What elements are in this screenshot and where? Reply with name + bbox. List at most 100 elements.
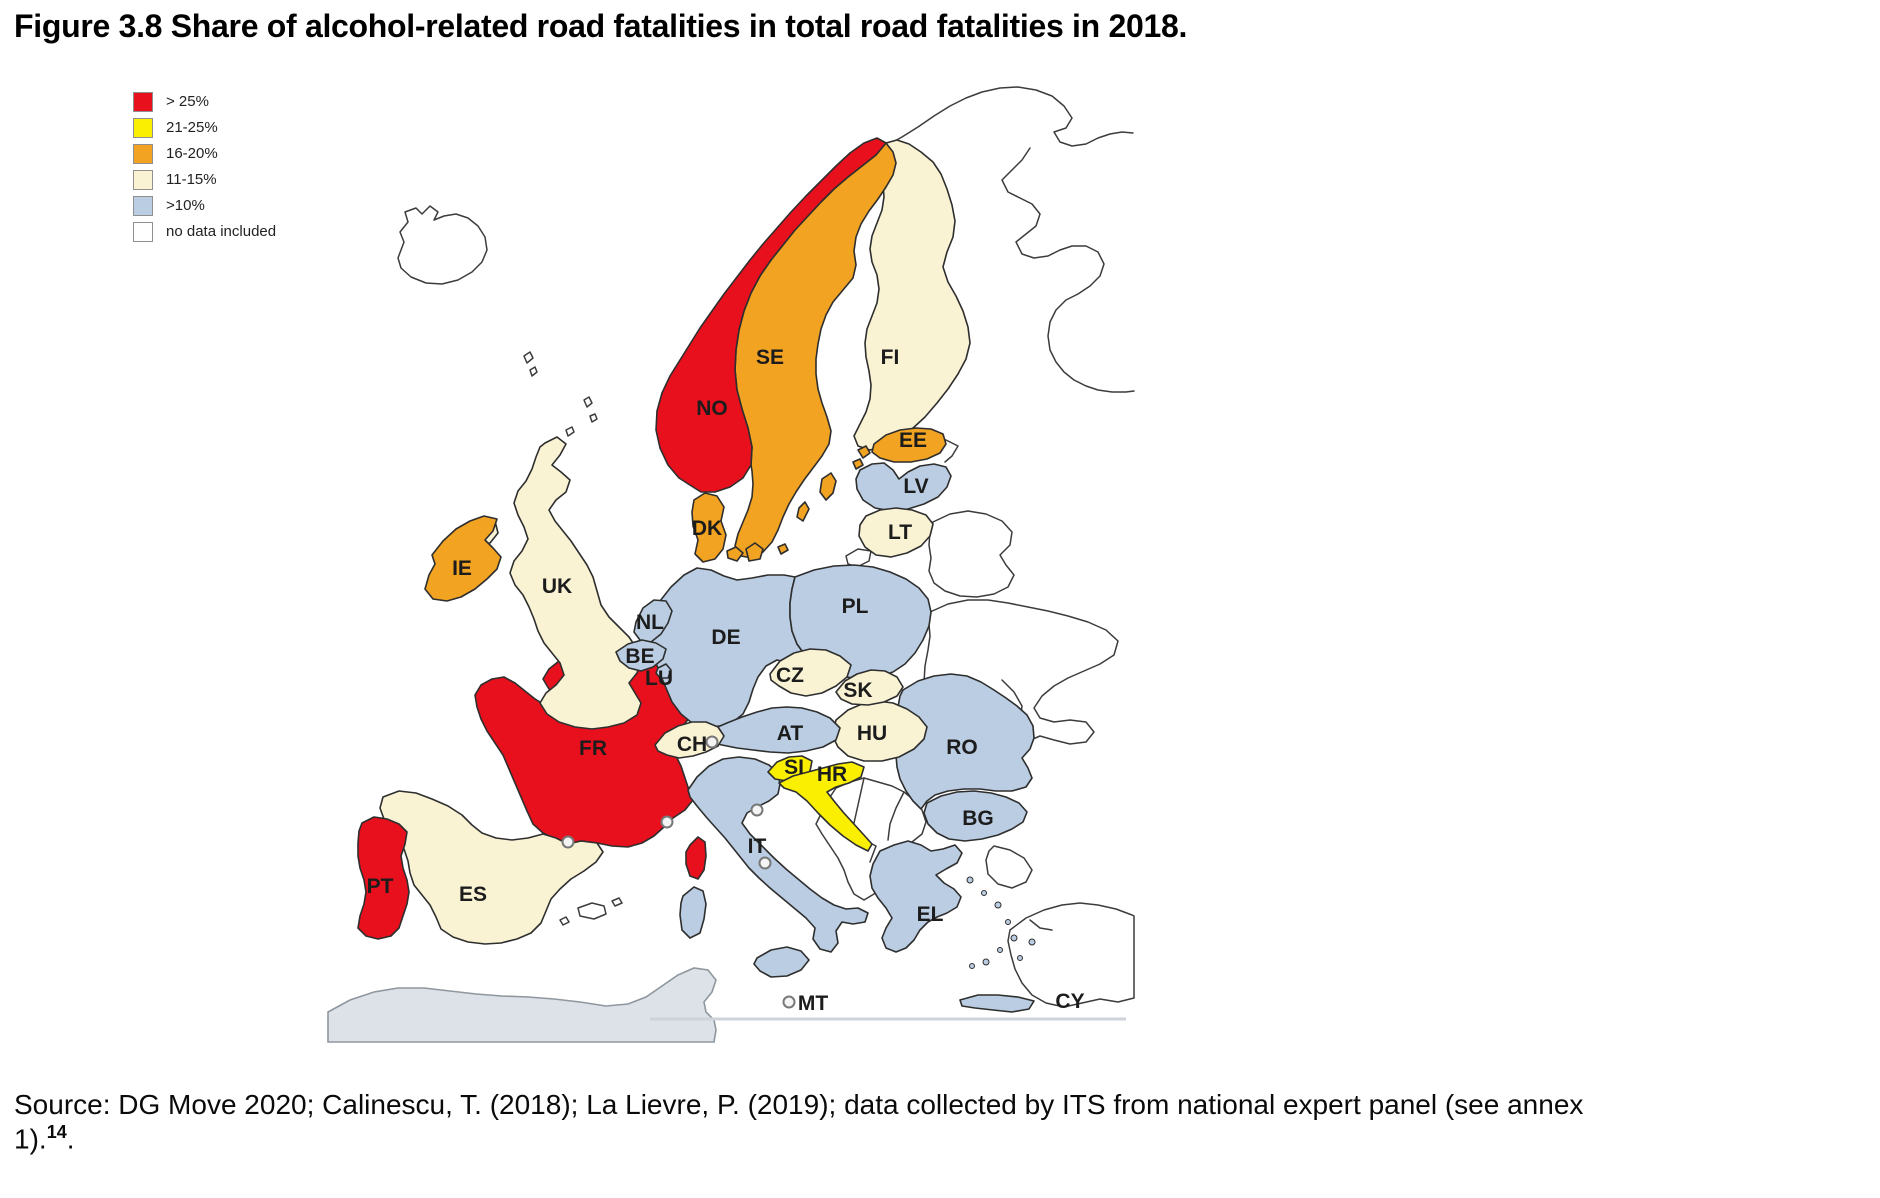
nodata-region-faroe-islands [523,351,538,377]
country-label-HR: HR [817,763,847,786]
aegean-island-9 [969,963,975,969]
aegean-island-1 [981,890,987,896]
barents-coastline [885,86,1134,147]
country-label-PL: PL [842,595,869,618]
country-CH [654,721,725,759]
country-BG [923,790,1028,842]
country-label-NO: NO [696,397,728,420]
san-marino-marker [750,803,764,817]
aegean-island-5 [997,947,1003,953]
legend-swatch-y21_25 [133,118,153,138]
nodata-region-thrace [985,845,1033,889]
nodata-region-iceland [397,205,488,285]
malta-marker [782,995,796,1009]
source-suffix: . [66,1123,75,1155]
country-label-MT: MT [798,992,828,1015]
legend-label-o16_20: 16-20% [166,145,218,162]
country-NO [655,137,887,493]
country-CZ [769,648,852,697]
country-label-HU: HU [857,722,887,745]
figure-title: Figure 3.8 Share of alcohol-related road… [14,8,1188,44]
legend-item-no_data: no data included [133,222,276,242]
aegean-island-2 [994,901,1002,909]
country-LU [655,663,672,679]
nodata-region-belarus [928,510,1015,598]
legend-label-y21_25: 21-25% [166,119,218,136]
country-label-BE: BE [625,645,654,668]
nodata-region-turkey [1007,902,1135,1008]
aegean-island-3 [1005,919,1011,925]
source-text: Source: DG Move 2020; Calinescu, T. (201… [14,1089,1584,1155]
country-EE [871,427,947,463]
country-label-UK: UK [542,575,572,598]
country-label-LU: LU [645,667,673,690]
country-label-AT: AT [777,722,804,745]
aegean-island-4 [1010,934,1018,942]
aegean-island-6 [982,958,990,966]
country-ES [379,790,604,945]
country-UK [509,436,642,730]
country-SE-part1 [819,472,837,501]
country-SE-part2 [796,501,810,522]
country-HR [778,761,873,852]
country-IT-part1 [753,946,810,978]
country-LT [858,507,934,558]
country-label-IT: IT [748,835,767,858]
country-label-CY: CY [1055,990,1084,1013]
legend-label-no_data: no data included [166,223,277,240]
country-label-LT: LT [888,521,912,544]
country-label-SK: SK [843,679,872,702]
country-label-CH: CH [677,733,707,756]
country-FR-part1 [685,836,707,880]
legend-item-b_lt10: >10% [133,196,276,216]
country-AT [699,706,841,754]
legend-swatch-o16_20 [133,144,153,164]
country-EE-part1 [857,445,871,459]
country-label-EE: EE [899,429,927,452]
country-EL-part1 [959,994,1035,1013]
legend-label-b_lt10: >10% [166,197,205,214]
nodata-region-shetland-orkney [565,396,598,437]
country-EL [869,840,963,953]
country-BE [615,639,667,672]
vatican-marker [758,856,772,870]
source-citation: Source: DG Move 2020; Calinescu, T. (201… [14,1088,1594,1157]
legend-item-o16_20: 16-20% [133,144,276,164]
aegean-island-8 [1028,938,1036,946]
country-label-PT: PT [367,875,394,898]
monaco-marker [660,815,674,829]
country-label-NL: NL [636,611,664,634]
legend-label-c11_15: 11-15% [166,171,217,188]
liechtenstein-marker [705,735,719,749]
country-NL [633,599,673,643]
country-label-DK: DK [692,517,722,540]
country-label-ES: ES [459,883,487,906]
country-PT [357,816,410,940]
legend-item-c11_15: 11-15% [133,170,276,190]
country-label-SE: SE [756,346,784,369]
country-SK [835,669,904,706]
legend-item-gt25: > 25% [133,92,276,112]
country-label-BG: BG [962,807,994,830]
north-africa-coast [327,967,717,1043]
country-label-EL: EL [917,903,944,926]
legend-swatch-c11_15 [133,170,153,190]
country-label-RO: RO [946,736,978,759]
white-sea-coastline [1001,147,1135,393]
country-DK-part1 [726,546,744,562]
legend-swatch-gt25 [133,92,153,112]
map-legend: > 25% 21-25% 16-20% 11-15% >10% no data inclu… [133,92,276,248]
nodata-region-kaliningrad [845,548,872,568]
country-label-LV: LV [903,475,928,498]
country-IT-part2 [679,886,707,939]
source-footnote-marker: 14 [46,1122,67,1143]
country-label-FR: FR [579,737,607,760]
country-DK [691,492,727,563]
country-label-FI: FI [881,346,900,369]
country-label-DE: DE [711,626,740,649]
aegean-island-0 [966,876,974,884]
andorra-marker [561,835,575,849]
country-IE [424,515,502,602]
